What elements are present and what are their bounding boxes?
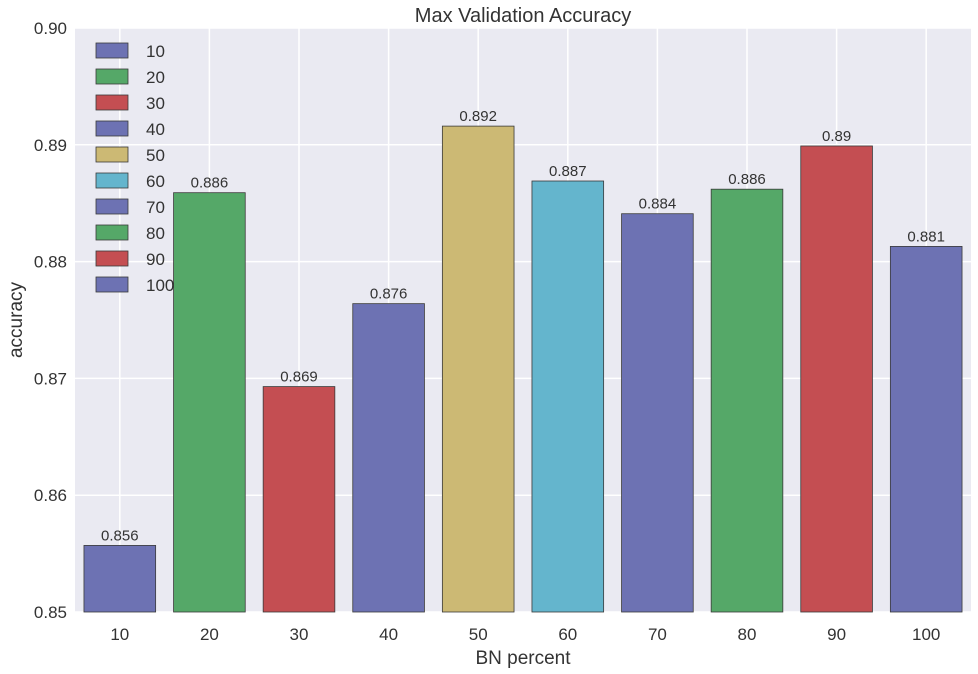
y-tick-label: 0.87 — [34, 369, 67, 388]
legend-label-50: 50 — [146, 146, 165, 165]
x-tick-label: 70 — [648, 625, 667, 644]
x-tick-label: 90 — [827, 625, 846, 644]
x-tick-label: 40 — [379, 625, 398, 644]
value-label-90: 0.89 — [822, 128, 851, 145]
chart-title: Max Validation Accuracy — [415, 5, 631, 27]
legend-swatch-10 — [96, 43, 128, 58]
value-label-10: 0.856 — [101, 527, 139, 544]
x-tick-labels: 10 20 30 40 50 60 70 80 90 100 — [110, 625, 940, 644]
y-tick-labels: 0.85 0.86 0.87 0.88 0.89 0.90 — [34, 19, 67, 622]
legend-swatch-70 — [96, 199, 128, 214]
value-label-80: 0.886 — [728, 171, 766, 188]
legend-swatch-30 — [96, 95, 128, 110]
bar-10 — [84, 545, 156, 612]
legend-swatch-80 — [96, 225, 128, 240]
y-tick-label: 0.85 — [34, 603, 67, 622]
x-tick-label: 20 — [200, 625, 219, 644]
legend-label-40: 40 — [146, 120, 165, 139]
legend-label-80: 80 — [146, 224, 165, 243]
y-tick-label: 0.90 — [34, 19, 67, 38]
x-tick-label: 60 — [558, 625, 577, 644]
x-tick-label: 80 — [738, 625, 757, 644]
legend-label-20: 20 — [146, 68, 165, 87]
bar-90 — [801, 146, 873, 612]
value-label-50: 0.892 — [459, 108, 497, 125]
legend-label-100: 100 — [146, 276, 174, 295]
legend-swatch-20 — [96, 69, 128, 84]
bar-60 — [532, 181, 604, 612]
value-label-70: 0.884 — [639, 196, 677, 213]
bar-100 — [890, 246, 962, 612]
legend-swatch-60 — [96, 173, 128, 188]
y-axis-label: accuracy — [6, 281, 27, 358]
value-label-30: 0.869 — [280, 369, 318, 386]
legend-label-30: 30 — [146, 94, 165, 113]
bar-40 — [353, 304, 425, 612]
y-tick-label: 0.88 — [34, 253, 67, 272]
value-label-20: 0.886 — [191, 175, 229, 192]
bar-30 — [263, 387, 335, 612]
legend-swatch-50 — [96, 147, 128, 162]
x-axis-label: BN percent — [475, 648, 571, 669]
legend-label-90: 90 — [146, 250, 165, 269]
legend-label-70: 70 — [146, 198, 165, 217]
value-label-40: 0.876 — [370, 286, 408, 303]
y-tick-label: 0.89 — [34, 136, 67, 155]
x-tick-label: 30 — [290, 625, 309, 644]
x-tick-label: 100 — [912, 625, 940, 644]
legend-swatch-100 — [96, 277, 128, 292]
legend-label-60: 60 — [146, 172, 165, 191]
legend-swatch-90 — [96, 251, 128, 266]
x-tick-label: 50 — [469, 625, 488, 644]
bar-20 — [174, 193, 246, 612]
value-label-100: 0.881 — [907, 228, 945, 245]
legend-label-10: 10 — [146, 42, 165, 61]
x-tick-label: 10 — [110, 625, 129, 644]
bar-70 — [622, 214, 694, 612]
bar-50 — [442, 126, 514, 612]
y-tick-label: 0.86 — [34, 486, 67, 505]
bar-80 — [711, 189, 783, 612]
legend-swatch-40 — [96, 121, 128, 136]
value-label-60: 0.887 — [549, 163, 587, 180]
